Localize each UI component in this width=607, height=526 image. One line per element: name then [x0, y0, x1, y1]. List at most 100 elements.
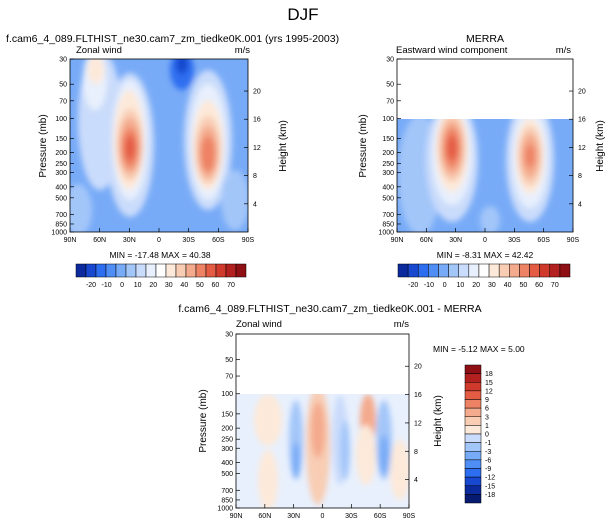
field-contour	[170, 59, 194, 90]
colorbar-box	[478, 263, 490, 278]
colorbar-box	[464, 459, 482, 469]
x-tick-label: 30S	[508, 237, 521, 244]
colorbar-box	[498, 263, 510, 278]
field-contour	[480, 206, 500, 232]
x-tick-label: 0	[321, 513, 325, 520]
y-tick-label: 150	[221, 411, 233, 418]
y-tick-label: 30	[225, 332, 233, 339]
colorbar-label: -18	[485, 492, 495, 499]
colorbar-obs: -20 -10 0 10 20 30 40 50 60 70	[397, 263, 571, 289]
panel-difference-title: f.cam6_4_089.FLTHIST_ne30.cam7_zm_tiedke…	[178, 303, 481, 315]
colorbar-box	[145, 263, 157, 278]
x-tick-label: 30S	[345, 513, 358, 520]
field-contour	[340, 420, 350, 480]
panel-difference-axes: 90N 60N 30N 0 30S 60S 90S 30 50 70 100 150 200 250 300…	[217, 332, 421, 521]
colorbar-box	[529, 263, 540, 278]
x-tick-label: 90S	[567, 237, 580, 244]
colorbar-box	[85, 263, 97, 278]
colorbar-box	[105, 263, 117, 278]
y-tick-label: 1000	[51, 230, 67, 237]
colorbar-box	[235, 263, 247, 278]
height-tick-label: 20	[253, 89, 261, 96]
panel-obs-right-string: m/s	[556, 45, 572, 56]
y-tick-label: 30	[386, 57, 394, 64]
colorbar-label: 1	[485, 423, 489, 430]
x-tick-label: 0	[483, 237, 487, 244]
colorbar-box	[135, 263, 147, 278]
height-tick-label: 20	[578, 89, 586, 96]
colorbar-box	[155, 263, 167, 278]
colorbar-label: 10	[456, 282, 464, 289]
colorbar-box	[417, 263, 429, 278]
colorbar-label: 20	[149, 282, 157, 289]
colorbar-box	[464, 476, 482, 486]
y-tick-label: 300	[382, 170, 394, 177]
y-tick-label: 700	[382, 212, 394, 219]
y-tick-label: 100	[55, 116, 67, 123]
x-tick-label: 60S	[212, 237, 225, 244]
colorbar-label: -9	[485, 466, 491, 473]
y-tick-label: 50	[386, 82, 394, 89]
y-tick-label: 150	[382, 136, 394, 143]
colorbar-label: 50	[519, 282, 527, 289]
x-tick-label: 60N	[258, 513, 271, 520]
panel-obs-field	[397, 119, 573, 232]
figure-title: DJF	[287, 5, 318, 24]
x-tick-label: 60N	[93, 237, 106, 244]
field-contour	[447, 136, 457, 160]
colorbar-box	[458, 263, 470, 278]
y-tick-label: 200	[221, 426, 233, 433]
field-contour	[525, 144, 535, 168]
colorbar-box	[559, 263, 571, 278]
height-tick-label: 8	[578, 173, 582, 180]
y-tick-label: 850	[55, 221, 67, 228]
y-tick-label: 700	[55, 212, 67, 219]
colorbar-label: -20	[86, 282, 96, 289]
field-contour	[292, 442, 300, 478]
colorbar-box	[464, 407, 482, 417]
height-tick-label: 12	[414, 420, 422, 427]
panel-model-ylabel-right: Height (km)	[278, 120, 289, 172]
panel-model-ylabel: Pressure (mb)	[38, 114, 49, 177]
colorbar-label: -20	[408, 282, 418, 289]
panel-difference-ylabel: Pressure (mb)	[198, 389, 209, 452]
colorbar-label: 0	[443, 282, 447, 289]
colorbar-box	[464, 373, 482, 383]
y-tick-label: 70	[386, 98, 394, 105]
panel-obs: MERRA Eastward wind component m/s Pressu…	[358, 33, 606, 260]
colorbar-label: 20	[472, 282, 480, 289]
colorbar-label: 6	[485, 406, 489, 413]
colorbar-box	[464, 494, 482, 504]
y-tick-label: 70	[59, 98, 67, 105]
panel-difference-field	[236, 394, 409, 508]
field-contour	[311, 402, 325, 458]
panel-difference-right-string: m/s	[394, 319, 410, 330]
y-tick-label: 850	[382, 221, 394, 228]
field-contour	[201, 136, 215, 172]
colorbar-box	[464, 390, 482, 400]
field-contour	[254, 394, 282, 446]
colorbar-label: 30	[488, 282, 496, 289]
y-tick-label: 100	[382, 116, 394, 123]
colorbar-box	[464, 416, 482, 426]
y-tick-label: 500	[55, 195, 67, 202]
colorbar-label: -10	[424, 282, 434, 289]
colorbar-label: -10	[101, 282, 111, 289]
colorbar-label: 10	[134, 282, 142, 289]
height-tick-label: 4	[253, 201, 257, 208]
panel-obs-stats: MIN = -8.31 MAX = 42.42	[437, 250, 534, 260]
y-tick-label: 300	[221, 446, 233, 453]
panel-model-title: f.cam6_4_089.FLTHIST_ne30.cam7_zm_tiedke…	[6, 33, 339, 45]
colorbar-box	[468, 263, 480, 278]
colorbar-box	[464, 382, 482, 392]
colorbar-box	[175, 263, 187, 278]
x-tick-label: 90N	[230, 513, 243, 520]
colorbar-box	[464, 433, 482, 443]
field-contour	[88, 59, 104, 84]
panel-model-field	[70, 59, 248, 232]
y-tick-label: 250	[55, 161, 67, 168]
y-tick-label: 400	[55, 184, 67, 191]
colorbar-box	[397, 263, 409, 278]
x-tick-label: 90S	[242, 237, 255, 244]
colorbar-label: 18	[485, 371, 493, 378]
